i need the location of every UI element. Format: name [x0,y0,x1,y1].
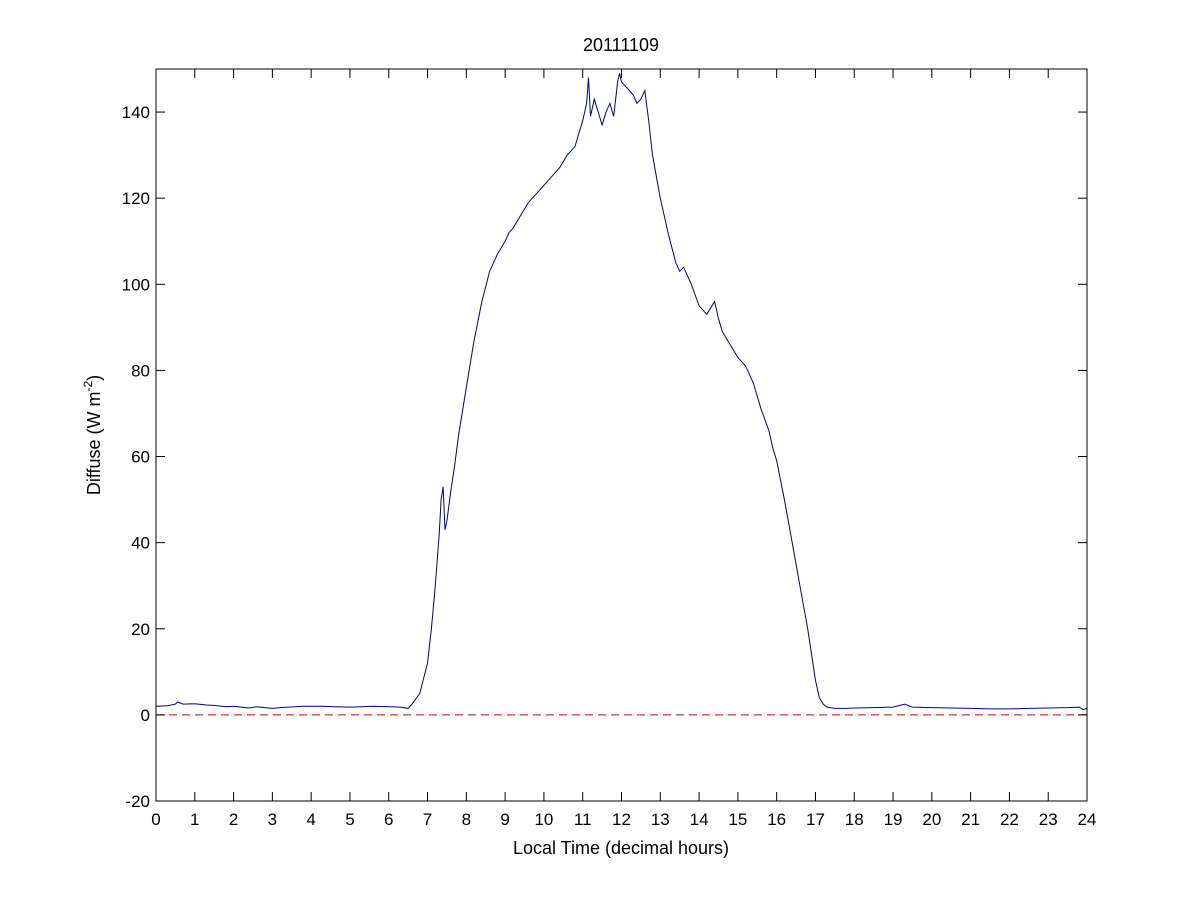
y-tick-label: 140 [122,103,150,122]
y-tick-label: 0 [141,706,150,725]
x-tick-label: 23 [1039,810,1058,829]
x-tick-label: 21 [961,810,980,829]
y-tick-label: 40 [131,534,150,553]
x-tick-label: 14 [690,810,709,829]
x-tick-label: 17 [806,810,825,829]
x-tick-label: 24 [1078,810,1097,829]
x-tick-label: 12 [612,810,631,829]
x-tick-label: 6 [384,810,393,829]
x-tick-label: 9 [500,810,509,829]
x-tick-label: 11 [574,810,592,829]
x-tick-label: 19 [884,810,903,829]
diffuse-series-line [155,73,1088,711]
y-axis-label-close: ) [84,375,104,381]
x-tick-label: 13 [651,810,670,829]
x-tick-label: 2 [229,810,238,829]
y-tick-label: 20 [131,620,150,639]
y-axis-label-superscript: -2 [81,380,95,391]
chart-title: 20111109 [583,35,659,55]
y-tick-label: 60 [131,448,150,467]
y-axis-label: Diffuse (W m-2) [81,375,104,495]
x-tick-label: 20 [922,810,941,829]
x-tick-label: 16 [767,810,786,829]
y-axis-label-main: Diffuse (W m [84,391,104,495]
x-axis-label: Local Time (decimal hours) [513,838,729,858]
x-tick-label: 4 [306,810,315,829]
x-tick-label: 15 [728,810,747,829]
x-tick-label: 1 [190,810,199,829]
y-tick-label: 100 [122,275,150,294]
plot-area: 0 1 2 3 4 5 6 7 8 9 10 11 12 13 14 15 16 17 18 19 20 21 22 23 24… [122,68,1097,829]
x-tick-label: 0 [151,810,160,829]
x-tick-label: 22 [1000,810,1019,829]
x-tick-label: 18 [845,810,864,829]
y-tick-label: 120 [122,189,150,208]
x-tick-label: 10 [534,810,553,829]
y-tick-label: -20 [125,792,150,811]
x-tick-label: 8 [462,810,471,829]
y-tick-label: 80 [131,361,150,380]
x-tick-label: 3 [268,810,277,829]
x-tick-label: 5 [345,810,354,829]
x-tick-label: 7 [423,810,432,829]
